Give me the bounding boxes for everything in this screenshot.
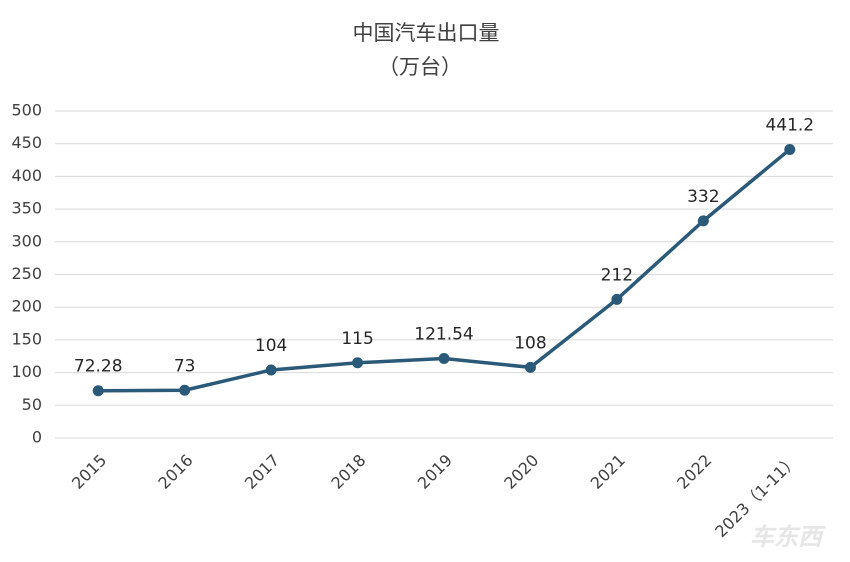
y-tick-label: 200 bbox=[11, 297, 42, 316]
x-tick-label: 2022 bbox=[673, 451, 715, 493]
data-label: 212 bbox=[601, 265, 633, 285]
point bbox=[784, 143, 796, 155]
y-tick-label: 500 bbox=[11, 101, 42, 120]
y-tick-label: 350 bbox=[11, 199, 42, 218]
y-tick-label: 450 bbox=[11, 133, 42, 152]
point bbox=[697, 215, 709, 227]
watermark: 车东西 bbox=[750, 523, 826, 551]
y-tick-label: 400 bbox=[11, 166, 42, 185]
x-tick-label: 2020 bbox=[500, 451, 542, 493]
data-label: 115 bbox=[341, 329, 373, 349]
y-tick-label: 300 bbox=[11, 231, 42, 250]
x-tick-label: 2015 bbox=[68, 451, 110, 493]
point bbox=[265, 364, 277, 376]
y-tick-label: 150 bbox=[11, 329, 42, 348]
point bbox=[611, 293, 623, 305]
chart-title: 中国汽车出口量 bbox=[353, 21, 500, 45]
x-tick-label: 2018 bbox=[327, 451, 369, 493]
data-label: 441.2 bbox=[765, 115, 814, 135]
point bbox=[179, 384, 191, 396]
point bbox=[92, 385, 104, 397]
data-label: 72.28 bbox=[74, 357, 123, 377]
y-tick-label: 250 bbox=[11, 264, 42, 283]
y-tick-label: 100 bbox=[11, 362, 42, 381]
chart-subtitle: （万台） bbox=[378, 55, 462, 79]
y-tick-label: 50 bbox=[22, 395, 42, 414]
point bbox=[524, 361, 536, 373]
data-label: 332 bbox=[687, 187, 719, 207]
data-label: 73 bbox=[174, 356, 196, 376]
x-tick-label: 2019 bbox=[414, 451, 456, 493]
y-tick-label: 0 bbox=[32, 428, 42, 447]
data-label: 108 bbox=[514, 333, 546, 353]
x-tick-label: 2021 bbox=[587, 451, 629, 493]
point bbox=[352, 357, 364, 369]
point bbox=[438, 353, 450, 365]
data-label: 121.54 bbox=[414, 325, 473, 345]
x-tick-label: 2017 bbox=[241, 451, 283, 493]
x-tick-label: 2016 bbox=[154, 451, 196, 493]
data-label: 104 bbox=[255, 336, 287, 356]
